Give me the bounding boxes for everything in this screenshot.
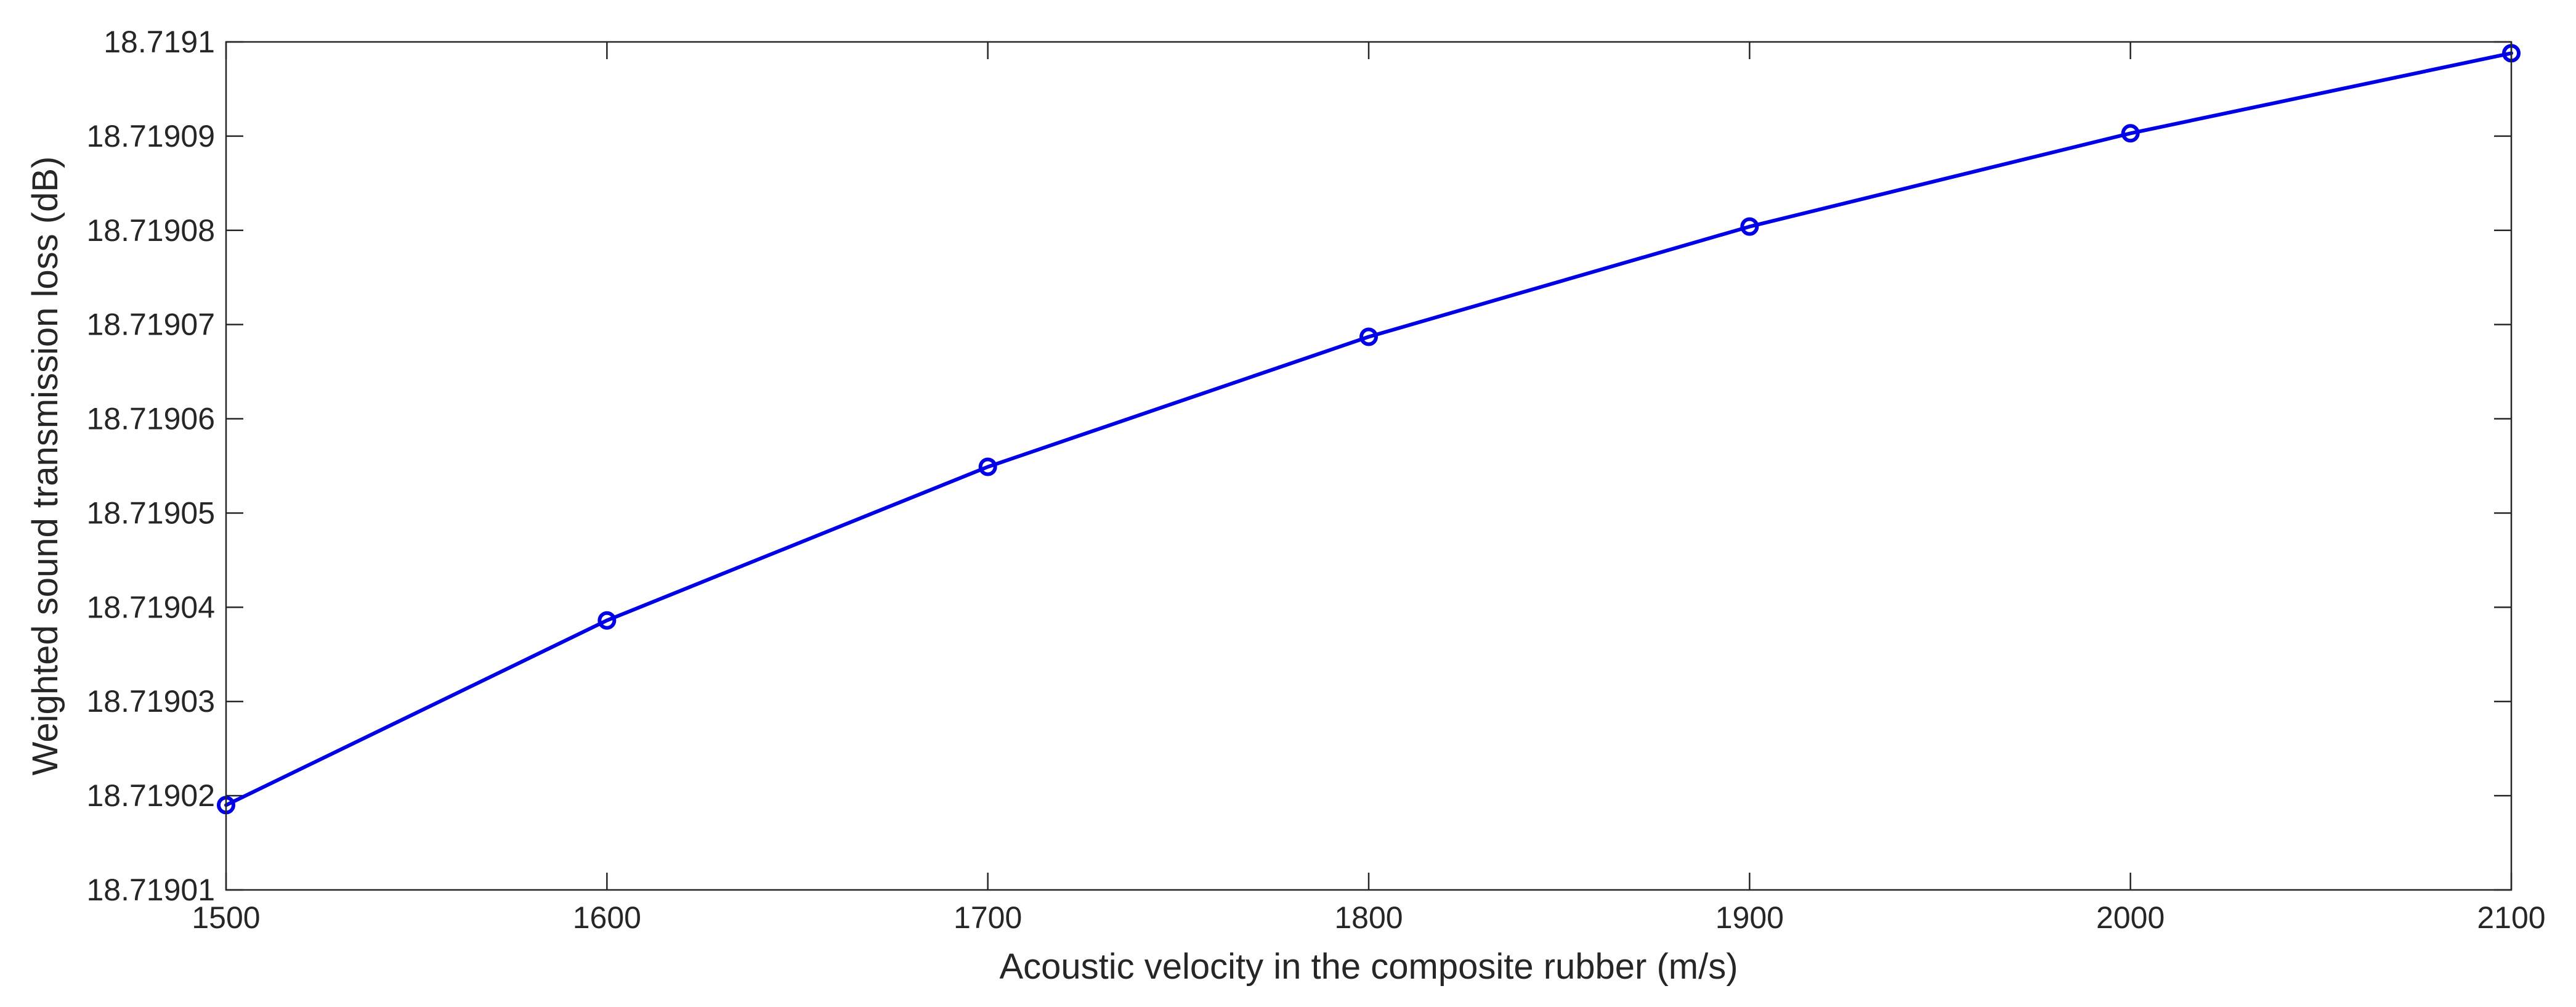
y-tick-label: 18.71907	[86, 308, 215, 342]
x-tick-label: 1500	[192, 900, 260, 935]
x-tick-label: 1700	[954, 900, 1022, 935]
x-tick-label: 2000	[2096, 900, 2165, 935]
data-point	[1740, 217, 1759, 236]
x-tick-label: 1600	[573, 900, 641, 935]
x-tick-label: 2100	[2477, 900, 2545, 935]
y-tick-label: 18.71909	[86, 119, 215, 153]
data-point	[978, 457, 997, 476]
y-tick-label: 18.7191	[103, 25, 215, 59]
data-point	[2121, 124, 2140, 143]
data-point	[597, 611, 617, 630]
y-tick-label: 18.71901	[86, 873, 215, 907]
series-layer	[217, 44, 2521, 815]
y-tick-label: 18.71902	[86, 778, 215, 813]
axis-ticks	[225, 41, 2513, 891]
y-tick-label: 18.71904	[86, 590, 215, 624]
x-axis-label: Acoustic velocity in the composite rubbe…	[999, 947, 1738, 987]
y-tick-label: 18.71903	[86, 684, 215, 719]
y-tick-label: 18.71908	[86, 213, 215, 248]
plot-frame	[225, 41, 2513, 891]
y-tick-label: 18.71906	[86, 402, 215, 436]
tick-labels: 1500 1600 1700 1800 1900 2000 2100 18.71901 18.7…	[86, 25, 2545, 935]
y-axis-label: Weighted sound transmission loss (dB)	[25, 157, 65, 776]
x-tick-label: 1900	[1715, 900, 1784, 935]
y-tick-label: 18.71905	[86, 495, 215, 530]
x-tick-label: 1800	[1334, 900, 1403, 935]
series-line	[224, 51, 2513, 807]
data-point	[1359, 327, 1378, 346]
